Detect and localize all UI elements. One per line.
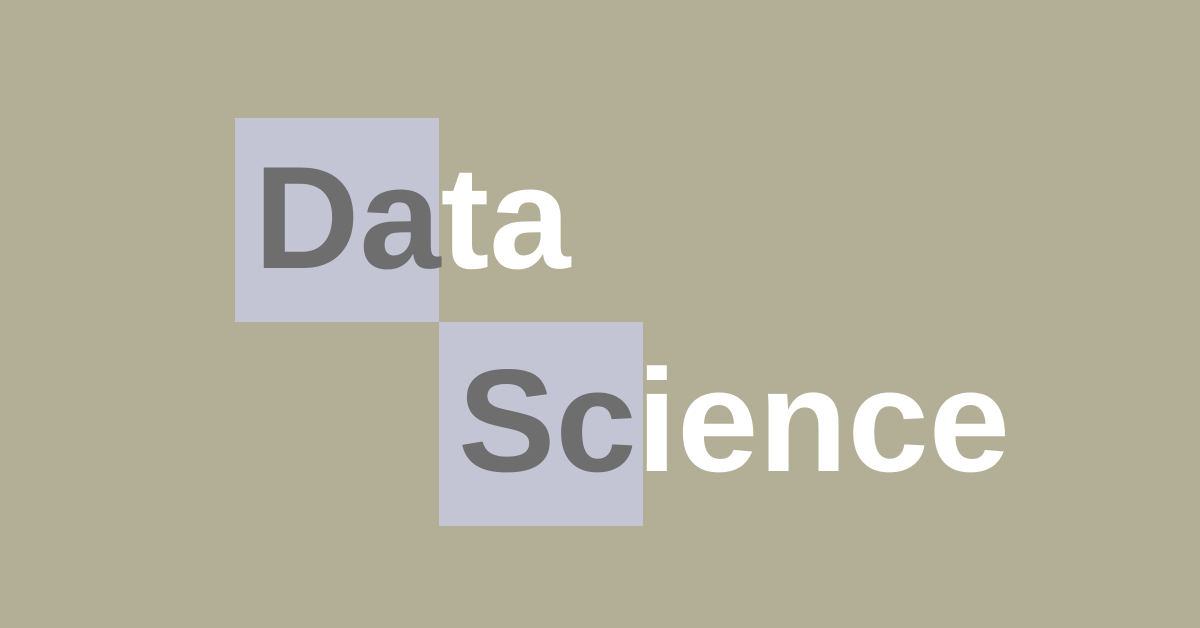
- logo-word-science-highlighted: Sc: [458, 339, 637, 502]
- logo-word-data: Data: [254, 145, 570, 291]
- logo-word-science-rest: ience: [636, 339, 1010, 502]
- logo-word-data-rest: ta: [440, 136, 571, 299]
- logo-word-data-highlighted: Da: [254, 136, 441, 299]
- logo-word-science: Science: [458, 348, 1010, 494]
- highlight-tile-top: [235, 118, 439, 322]
- highlight-tile-bottom: [439, 322, 643, 526]
